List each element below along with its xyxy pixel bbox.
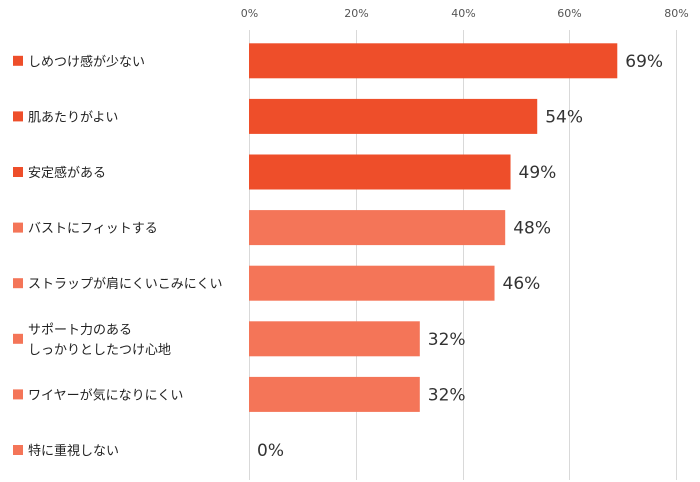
data-label: 54% (545, 107, 583, 127)
category-label: 肌あたりがよい (28, 110, 118, 125)
data-label: 69% (625, 52, 663, 72)
bar (249, 154, 511, 190)
category-marker (13, 111, 23, 122)
bar (249, 321, 420, 357)
category-label: しめつけ感が少ない (28, 54, 145, 70)
x-tick-label: 60% (557, 7, 581, 20)
category-marker (13, 222, 23, 233)
category-marker (13, 167, 23, 177)
category-marker (13, 445, 23, 455)
data-label: 0% (257, 441, 284, 461)
category-label: ストラップが肩にくいこみにくい (28, 276, 222, 292)
data-label: 32% (428, 385, 466, 405)
category-marker (13, 278, 23, 289)
data-label: 46% (503, 274, 541, 294)
bar (249, 98, 538, 134)
x-tick-label: 20% (344, 7, 368, 20)
category-label: サポート力のあるしっかりとしたつけ心地 (28, 323, 171, 358)
bar (249, 376, 420, 412)
category-marker (13, 55, 23, 66)
x-tick-label: 0% (241, 7, 258, 20)
category-label: バストにフィットする (28, 222, 158, 237)
category-marker (13, 389, 23, 400)
data-label: 49% (519, 163, 557, 183)
bar (249, 43, 618, 79)
category-label: 特に重視しない (28, 443, 119, 459)
category-label: 安定感がある (28, 165, 106, 181)
data-label: 32% (428, 330, 466, 350)
bar (249, 265, 495, 301)
category-marker (13, 333, 23, 344)
data-label: 48% (513, 219, 551, 239)
x-tick-label: 40% (451, 7, 475, 20)
x-tick-label: 80% (664, 7, 688, 20)
category-label: ワイヤーが気になりにくい (28, 387, 183, 403)
bar (249, 210, 506, 246)
